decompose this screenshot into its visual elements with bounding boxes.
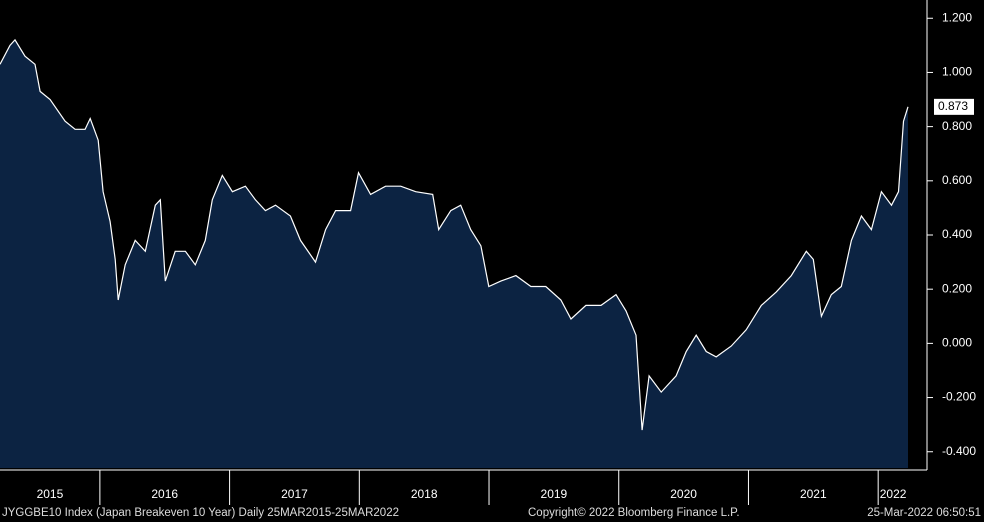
x-tick-label: 2020 [670,487,697,501]
y-tick-label: 0.800 [942,119,972,133]
footer-series: JYGGBE10 Index (Japan Breakeven 10 Year)… [2,507,399,519]
y-tick-label: 1.000 [942,65,972,79]
x-tick-label: 2021 [800,487,827,501]
last-value-label: 0.873 [938,99,968,113]
x-tick-label: 2017 [281,487,308,501]
x-tick-label: 2022 [880,487,907,501]
y-tick-label: 0.000 [942,336,972,350]
y-tick-label: 1.200 [942,10,972,24]
y-tick-label: 0.400 [942,227,972,241]
footer-copyright: Copyright© 2022 Bloomberg Finance L.P. [528,507,740,519]
x-tick-label: 2015 [37,487,64,501]
y-tick-label: -0.400 [942,444,976,458]
last-value-box [934,98,974,115]
x-tick-label: 2019 [541,487,568,501]
footer-timestamp: 25-Mar-2022 06:50:51 [867,507,981,519]
x-tick-label: 2016 [151,487,178,501]
series-line [0,38,909,431]
y-tick-label: -0.200 [942,390,976,404]
x-tick-label: 2018 [411,487,438,501]
y-tick-label: 0.200 [942,281,972,295]
area-fill [0,39,908,469]
y-tick-label: 0.600 [942,173,972,187]
